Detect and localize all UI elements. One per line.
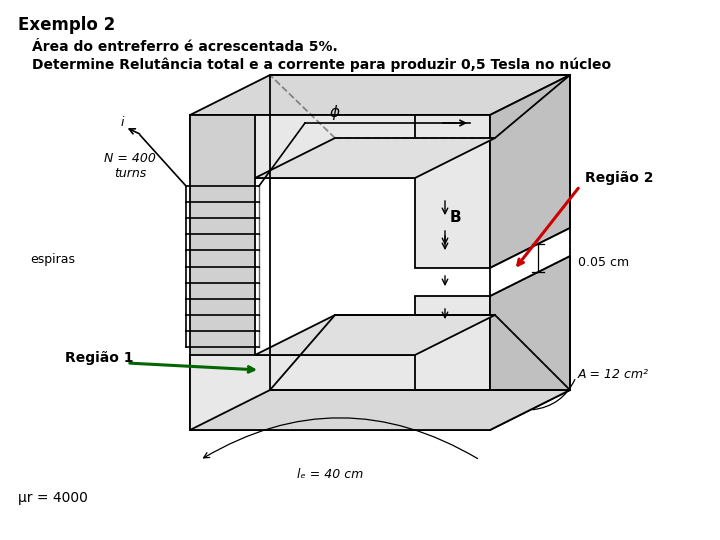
Polygon shape <box>415 115 490 268</box>
Polygon shape <box>415 296 490 430</box>
Text: μr = 4000: μr = 4000 <box>18 491 88 505</box>
Text: Determine Relutância total e a corrente para produzir 0,5 Tesla no núcleo: Determine Relutância total e a corrente … <box>32 58 611 72</box>
Polygon shape <box>255 138 495 178</box>
Text: Exemplo 2: Exemplo 2 <box>18 16 115 34</box>
Text: B: B <box>450 211 462 226</box>
Text: i: i <box>120 117 124 130</box>
Polygon shape <box>190 355 490 430</box>
Polygon shape <box>255 315 495 355</box>
Polygon shape <box>190 115 255 430</box>
Polygon shape <box>490 256 570 430</box>
Polygon shape <box>190 115 490 178</box>
Text: espiras: espiras <box>30 253 75 267</box>
Text: Região 1: Região 1 <box>65 351 133 365</box>
Text: Área do entreferro é acrescentada 5%.: Área do entreferro é acrescentada 5%. <box>32 40 338 54</box>
Text: Região 2: Região 2 <box>585 171 654 185</box>
Polygon shape <box>490 228 570 296</box>
Text: ϕ: ϕ <box>330 105 340 120</box>
Text: lₑ = 40 cm: lₑ = 40 cm <box>297 469 363 482</box>
Polygon shape <box>190 75 570 115</box>
Polygon shape <box>190 390 570 430</box>
Text: N = 400
turns: N = 400 turns <box>104 152 156 180</box>
Text: A = 12 cm²: A = 12 cm² <box>578 368 649 381</box>
Polygon shape <box>490 75 570 268</box>
Text: 0.05 cm: 0.05 cm <box>578 255 629 268</box>
